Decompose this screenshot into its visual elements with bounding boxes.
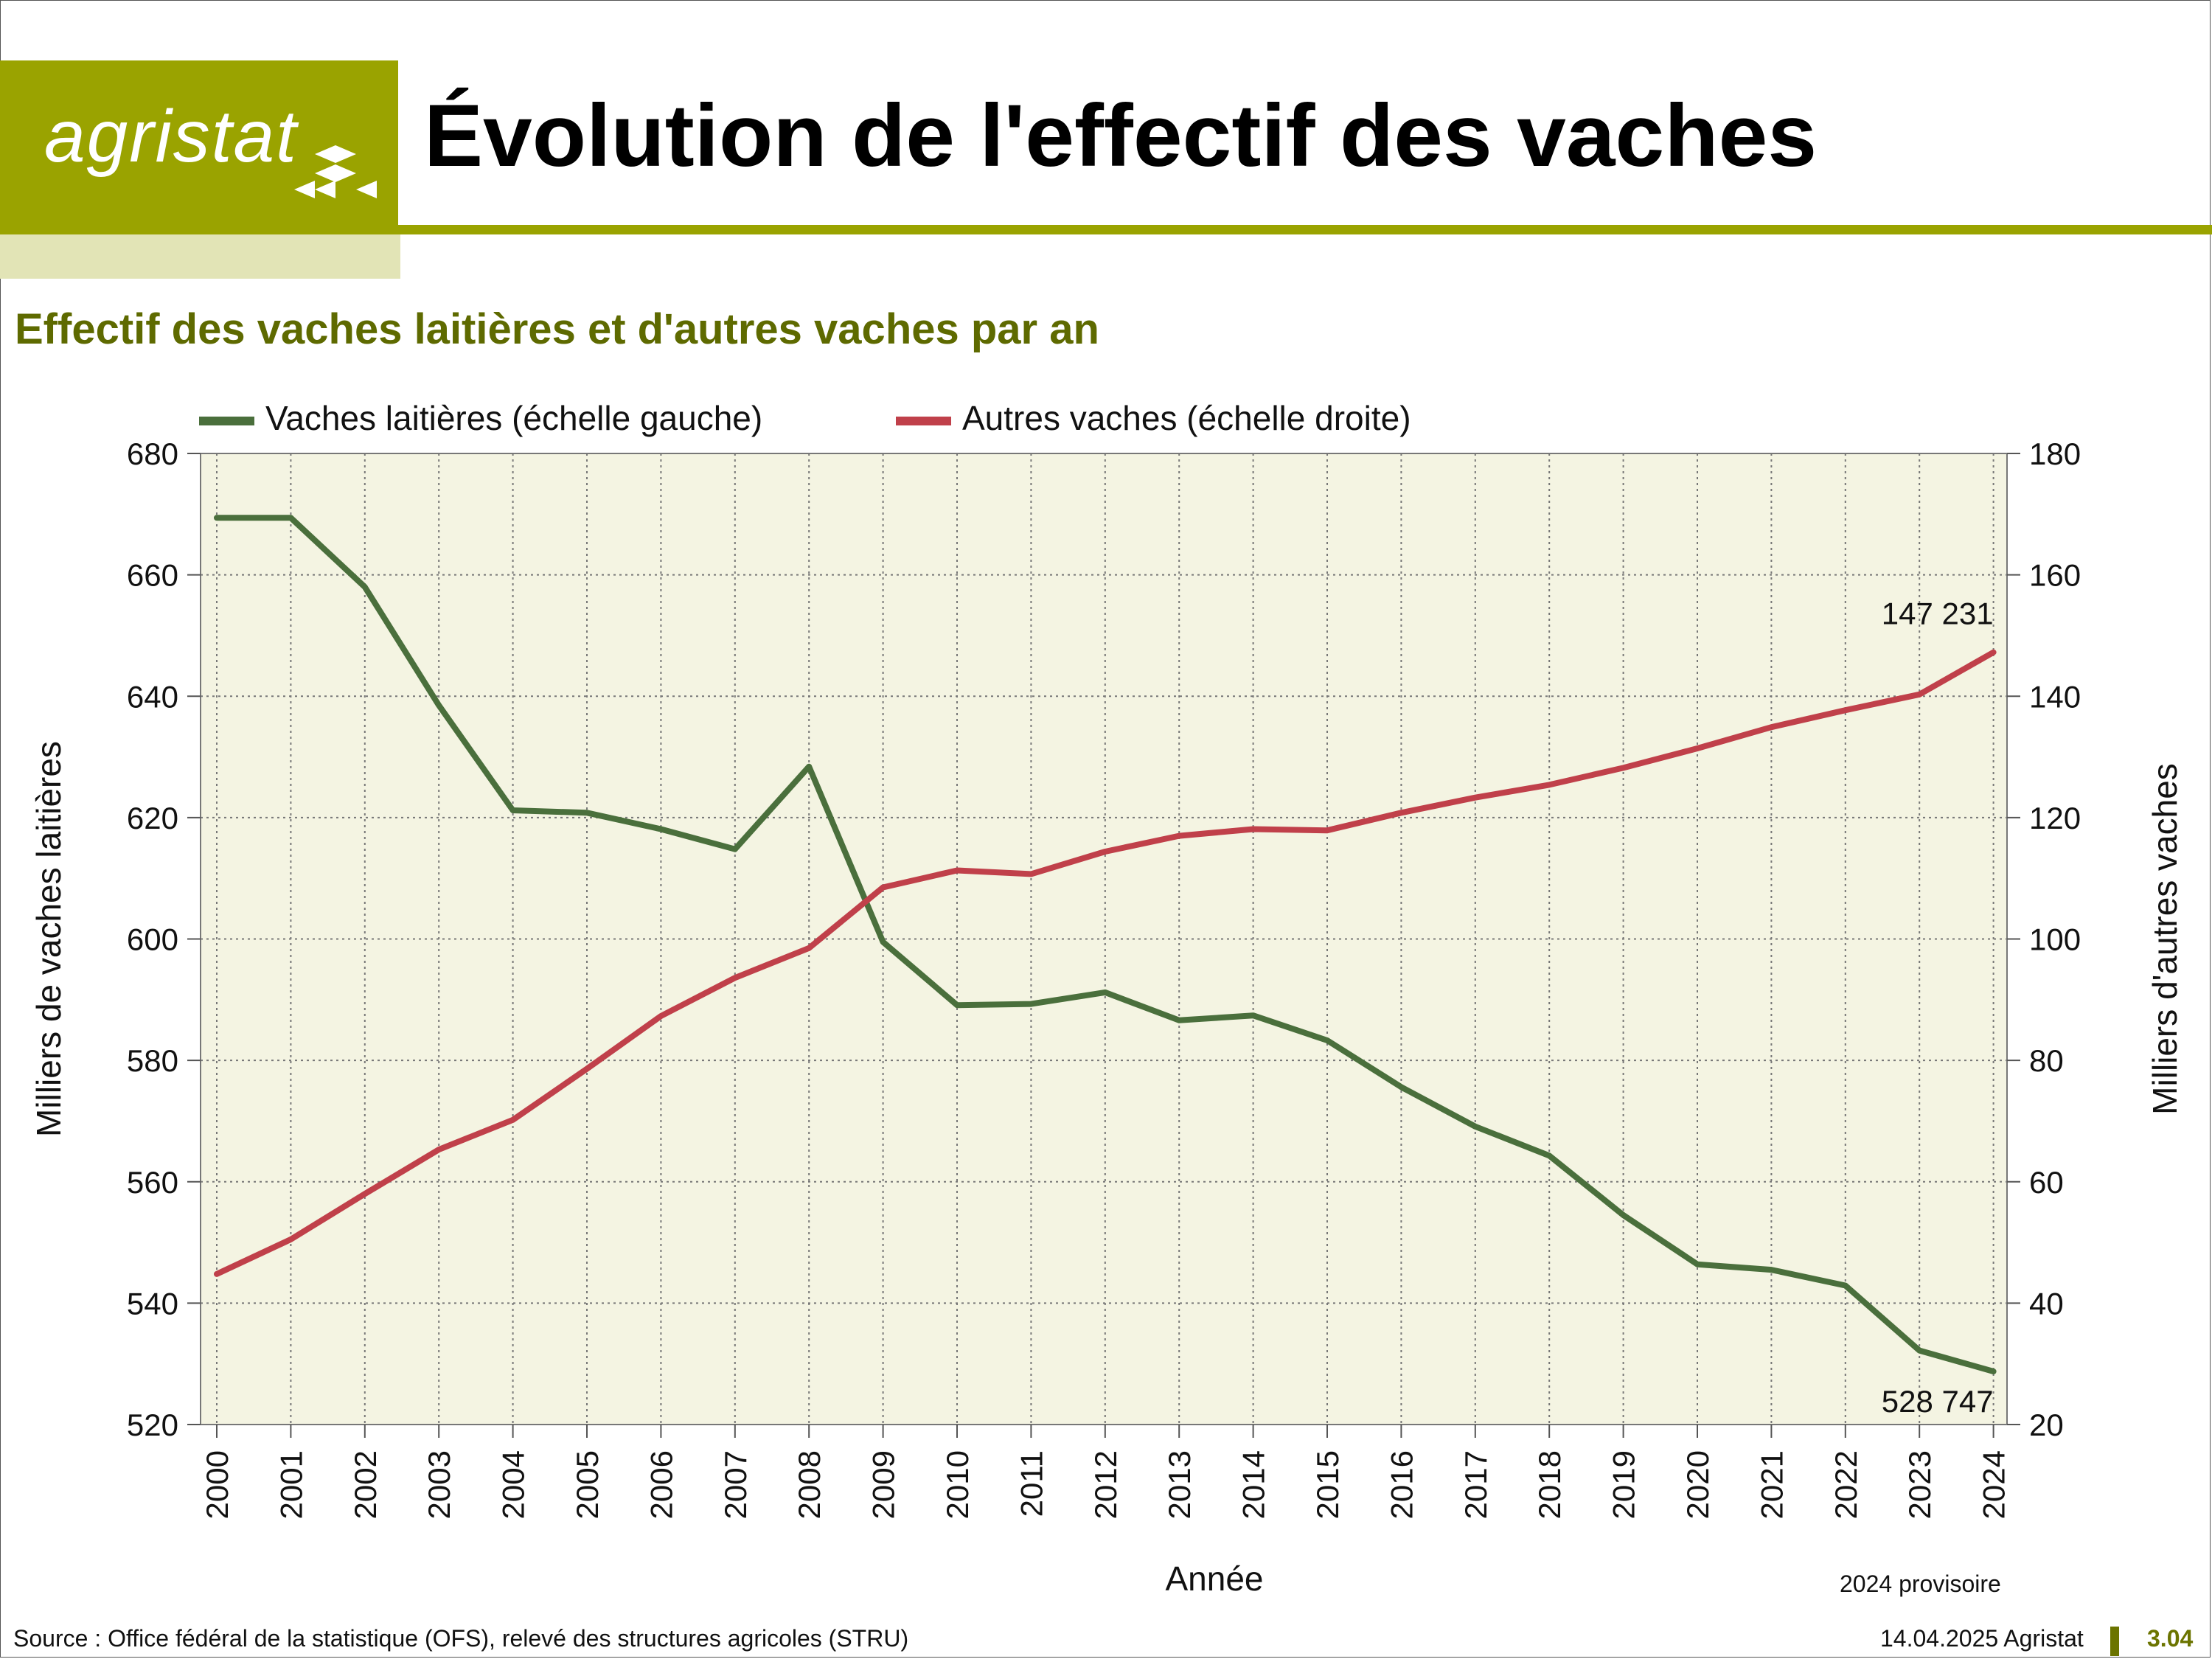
footer-date: 14.04.2025 Agristat [1880, 1625, 2084, 1652]
legend-swatch-dairy [199, 416, 254, 425]
logo-diamond-icon [294, 145, 377, 198]
y-left-tick-label: 540 [127, 1286, 178, 1321]
legend-item-dairy: Vaches laitières (échelle gauche) [199, 398, 762, 438]
x-tick-label: 2008 [792, 1450, 827, 1519]
logo-text: agristat [44, 95, 298, 178]
page-title: Évolution de l'effectif des vaches [424, 86, 1818, 185]
x-tick-label: 2002 [348, 1450, 383, 1519]
legend-item-other: Autres vaches (échelle droite) [896, 398, 1411, 438]
chart-subtitle: Effectif des vaches laitières et d'autre… [15, 305, 1099, 353]
x-tick-label: 2006 [644, 1450, 678, 1519]
y-left-tick-label: 600 [127, 922, 178, 957]
x-tick-label: 2023 [1902, 1450, 1937, 1519]
x-tick-label: 2003 [422, 1450, 456, 1519]
y-right-axis-title: Milliers d'autres vaches [2146, 763, 2184, 1115]
x-tick-label: 2017 [1458, 1450, 1493, 1519]
y-right-tick-label: 120 [2029, 801, 2081, 835]
y-left-tick-label: 560 [127, 1165, 178, 1200]
x-axis-title: Année [1165, 1559, 1263, 1598]
x-tick-label: 2001 [274, 1450, 308, 1519]
x-tick-label: 2020 [1680, 1450, 1715, 1519]
x-tick-label: 2022 [1829, 1450, 1863, 1519]
series-line-dairy [214, 515, 1997, 1374]
legend-swatch-other [896, 416, 951, 425]
end-label-other: 147 231 [1882, 597, 1994, 631]
x-tick-label: 2014 [1237, 1450, 1271, 1519]
footer-source: Source : Office fédéral de la statistiqu… [13, 1625, 909, 1652]
y-left-tick-label: 640 [127, 679, 178, 714]
y-left-tick-label: 620 [127, 801, 178, 835]
y-right-tick-label: 100 [2029, 922, 2081, 957]
y-left-tick-label: 580 [127, 1043, 178, 1078]
y-right-tick-label: 180 [2029, 437, 2081, 471]
y-left-tick-label: 660 [127, 558, 178, 593]
x-tick-label: 2005 [570, 1450, 605, 1519]
logo-accent-bar [0, 234, 400, 279]
y-right-tick-label: 40 [2029, 1286, 2064, 1321]
provisional-note: 2024 provisoire [1840, 1571, 2001, 1597]
x-tick-label: 2024 [1977, 1450, 2011, 1519]
y-left-tick-label: 680 [127, 437, 178, 471]
series-line-other [214, 649, 1997, 1277]
y-right-tick-label: 80 [2029, 1043, 2064, 1078]
x-tick-label: 2016 [1384, 1450, 1419, 1519]
y-left-tick-label: 520 [127, 1408, 178, 1442]
x-tick-label: 2011 [1014, 1450, 1048, 1517]
footer-divider [2110, 1627, 2119, 1656]
y-right-tick-label: 60 [2029, 1165, 2064, 1200]
x-tick-label: 2004 [496, 1450, 531, 1519]
x-tick-label: 2021 [1754, 1450, 1789, 1519]
x-tick-label: 2007 [718, 1450, 753, 1519]
title-rule [398, 225, 2212, 234]
x-tick-label: 2000 [200, 1450, 234, 1519]
footer-page-number: 3.04 [2147, 1625, 2194, 1652]
legend-label-other: Autres vaches (échelle droite) [962, 399, 1411, 437]
x-tick-label: 2009 [866, 1450, 901, 1519]
x-tick-label: 2010 [940, 1450, 975, 1519]
x-tick-label: 2018 [1532, 1450, 1567, 1519]
x-tick-label: 2013 [1162, 1450, 1197, 1519]
y-right-tick-label: 20 [2029, 1408, 2064, 1442]
x-tick-label: 2015 [1310, 1450, 1345, 1519]
y-right-tick-label: 140 [2029, 679, 2081, 714]
x-tick-label: 2012 [1088, 1450, 1123, 1519]
end-label-dairy: 528 747 [1882, 1384, 1994, 1419]
legend-label-dairy: Vaches laitières (échelle gauche) [265, 399, 763, 437]
x-tick-label: 2019 [1607, 1450, 1641, 1519]
y-right-tick-label: 160 [2029, 558, 2081, 593]
y-left-axis-title: Milliers de vaches laitières [29, 741, 68, 1137]
